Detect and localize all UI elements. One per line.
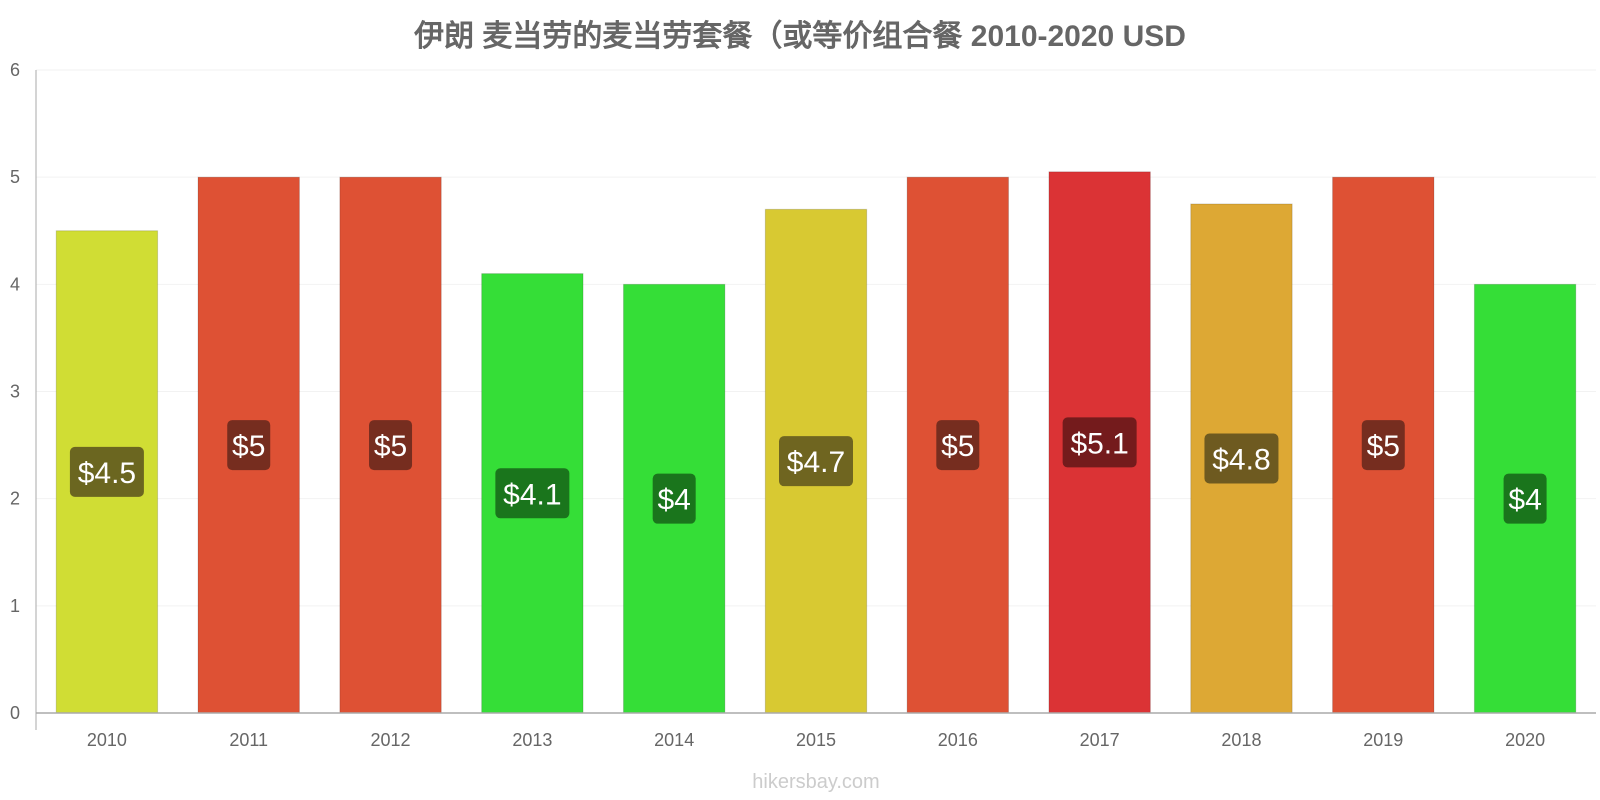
data-label-2020: $4 [1503, 473, 1547, 524]
data-labels: $4.5 $5 $5 $4.1 $4 $4.7 $5 $5.1 $4.8 $5 $4 [69, 417, 1547, 524]
data-label-2013: $4.1 [495, 468, 570, 519]
data-label-2017: $5.1 [1062, 417, 1137, 468]
data-label-text: $4 [657, 484, 690, 517]
data-label-box [1062, 417, 1137, 468]
data-label-text: $5.1 [1070, 427, 1128, 460]
x-tick-label: 2018 [1221, 730, 1261, 750]
y-tick-label: 3 [10, 382, 20, 402]
x-tick-label: 2019 [1363, 730, 1403, 750]
data-label-2011: $5 [227, 420, 271, 471]
y-tick-label: 4 [10, 274, 20, 294]
data-label-text: $5 [941, 430, 974, 463]
data-label-text: $5 [232, 430, 265, 463]
data-label-box [652, 473, 696, 524]
x-tick-label: 2015 [796, 730, 836, 750]
x-tick-label: 2011 [229, 730, 268, 750]
data-label-text: $5 [374, 430, 407, 463]
x-tick-label: 2020 [1505, 730, 1545, 750]
data-label-text: $4.1 [503, 478, 561, 511]
y-tick-label: 0 [10, 703, 20, 723]
data-label-text: $4 [1508, 484, 1541, 517]
data-label-box [227, 420, 271, 471]
data-label-box [936, 420, 980, 471]
data-label-box [779, 436, 853, 487]
data-label-box [369, 420, 413, 471]
data-label-box [1204, 433, 1279, 484]
x-tick-label: 2013 [512, 730, 552, 750]
x-tick-label: 2017 [1080, 730, 1120, 750]
x-tick-label: 2010 [87, 730, 127, 750]
data-label-box [1503, 473, 1547, 524]
data-label-2012: $5 [369, 420, 413, 471]
data-label-box [69, 446, 144, 497]
x-tick-label: 2016 [938, 730, 978, 750]
data-label-2010: $4.5 [69, 446, 144, 497]
data-label-text: $4.7 [787, 446, 845, 479]
y-tick-label: 5 [10, 167, 20, 187]
data-label-text: $4.5 [78, 457, 136, 490]
data-label-2018: $4.8 [1204, 433, 1279, 484]
y-tick-label: 6 [10, 60, 20, 80]
data-label-box [495, 468, 570, 519]
data-label-box [1361, 420, 1405, 471]
data-label-2019: $5 [1361, 420, 1405, 471]
y-tick-label: 1 [10, 596, 20, 616]
x-axis-ticks: 2010 2011 2012 2013 2014 2015 2016 2017 2018 2019… [87, 730, 1545, 750]
x-tick-label: 2012 [371, 730, 411, 750]
data-label-text: $5 [1367, 430, 1400, 463]
watermark: hikersbay.com [752, 771, 879, 793]
y-axis-ticks: 0 1 2 3 4 5 6 [10, 60, 20, 723]
data-label-2016: $5 [936, 420, 980, 471]
x-tick-label: 2014 [654, 730, 694, 750]
data-label-text: $4.8 [1212, 443, 1270, 476]
chart-title: 伊朗 麦当劳的麦当劳套餐（或等价组合餐 2010-2020 USD [413, 19, 1186, 53]
data-label-2015: $4.7 [779, 436, 853, 487]
y-tick-label: 2 [10, 489, 20, 509]
data-label-2014: $4 [652, 473, 696, 524]
